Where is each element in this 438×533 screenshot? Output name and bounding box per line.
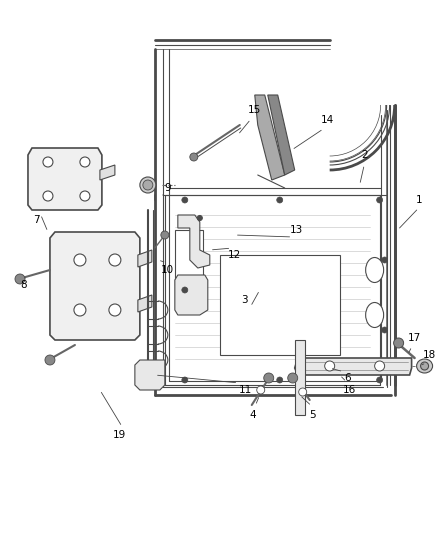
Polygon shape bbox=[175, 275, 208, 315]
Ellipse shape bbox=[140, 177, 156, 193]
Circle shape bbox=[325, 361, 335, 371]
Polygon shape bbox=[138, 295, 152, 312]
Text: 19: 19 bbox=[113, 430, 127, 440]
Polygon shape bbox=[220, 255, 340, 355]
Polygon shape bbox=[100, 165, 115, 180]
Circle shape bbox=[109, 304, 121, 316]
Circle shape bbox=[161, 231, 169, 239]
Circle shape bbox=[381, 327, 388, 333]
Text: 16: 16 bbox=[343, 385, 356, 395]
Polygon shape bbox=[138, 250, 152, 267]
Polygon shape bbox=[178, 215, 210, 268]
Text: 2: 2 bbox=[361, 150, 368, 160]
Polygon shape bbox=[28, 148, 102, 210]
Text: 15: 15 bbox=[248, 105, 261, 115]
Circle shape bbox=[197, 215, 202, 221]
Circle shape bbox=[80, 157, 90, 167]
Circle shape bbox=[143, 180, 153, 190]
Polygon shape bbox=[50, 232, 140, 340]
Circle shape bbox=[381, 257, 388, 263]
Polygon shape bbox=[295, 358, 412, 375]
Circle shape bbox=[182, 197, 188, 203]
Circle shape bbox=[74, 304, 86, 316]
Polygon shape bbox=[135, 360, 165, 390]
Circle shape bbox=[264, 373, 274, 383]
Circle shape bbox=[299, 388, 307, 396]
Circle shape bbox=[394, 338, 403, 348]
Text: 13: 13 bbox=[290, 225, 304, 235]
Circle shape bbox=[43, 157, 53, 167]
Text: 3: 3 bbox=[241, 295, 248, 305]
Text: 8: 8 bbox=[21, 280, 27, 290]
Polygon shape bbox=[268, 95, 295, 175]
Circle shape bbox=[257, 386, 265, 394]
Circle shape bbox=[43, 191, 53, 201]
Polygon shape bbox=[295, 340, 305, 415]
Circle shape bbox=[80, 191, 90, 201]
Text: 14: 14 bbox=[321, 115, 334, 125]
Circle shape bbox=[420, 362, 429, 370]
Ellipse shape bbox=[417, 359, 433, 373]
Text: 6: 6 bbox=[344, 373, 351, 383]
Circle shape bbox=[374, 361, 385, 371]
Circle shape bbox=[190, 153, 198, 161]
Circle shape bbox=[15, 274, 25, 284]
Circle shape bbox=[182, 377, 188, 383]
Circle shape bbox=[288, 373, 298, 383]
Circle shape bbox=[277, 197, 283, 203]
Circle shape bbox=[109, 254, 121, 266]
Circle shape bbox=[182, 287, 188, 293]
Text: 1: 1 bbox=[416, 195, 423, 205]
Polygon shape bbox=[255, 95, 285, 180]
Circle shape bbox=[45, 355, 55, 365]
Text: 10: 10 bbox=[161, 265, 174, 275]
Text: 4: 4 bbox=[250, 410, 256, 420]
Text: 5: 5 bbox=[309, 410, 316, 420]
Text: 11: 11 bbox=[239, 385, 252, 395]
Circle shape bbox=[377, 197, 383, 203]
Polygon shape bbox=[175, 230, 203, 285]
Text: 9: 9 bbox=[165, 183, 171, 193]
Ellipse shape bbox=[366, 257, 384, 282]
Circle shape bbox=[377, 377, 383, 383]
Text: 7: 7 bbox=[33, 215, 39, 225]
Text: 17: 17 bbox=[408, 333, 421, 343]
Circle shape bbox=[74, 254, 86, 266]
Circle shape bbox=[277, 377, 283, 383]
Text: 12: 12 bbox=[228, 250, 241, 260]
Ellipse shape bbox=[366, 303, 384, 327]
Text: 18: 18 bbox=[423, 350, 436, 360]
